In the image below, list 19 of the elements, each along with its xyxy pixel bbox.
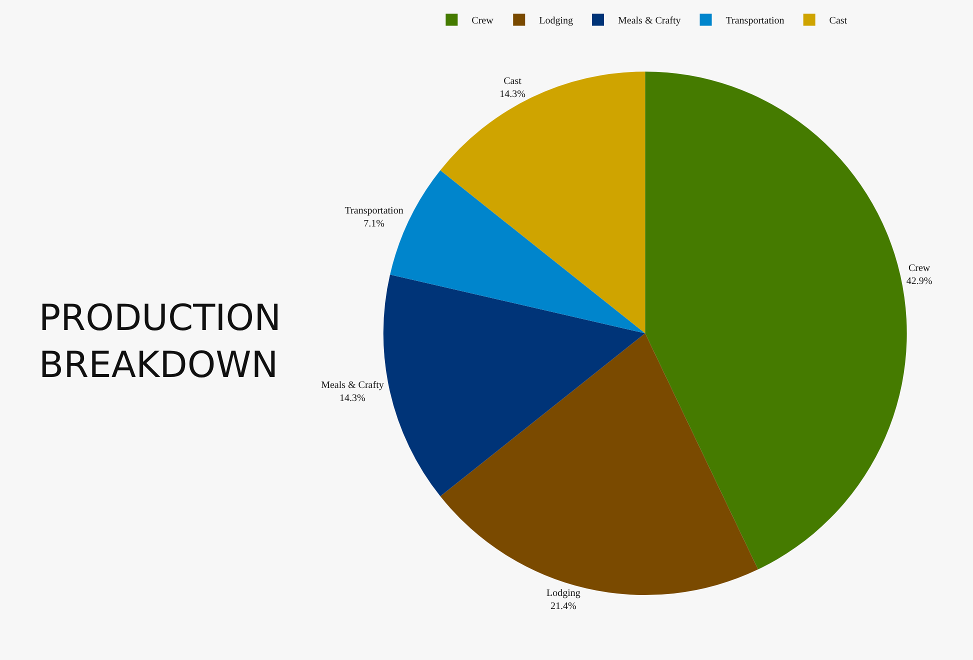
pie-slice [440,72,646,334]
slice-label: Transportation [344,205,404,216]
slice-label: Meals & Crafty [321,380,384,391]
data-label: 42.9% [906,276,932,287]
slice-label: Lodging [546,588,580,599]
pie-slice [645,72,907,570]
slice-label: Cast [504,76,522,87]
legend-label: Crew [472,16,494,27]
text: PRODUCTION BREAKDOWN [38,298,282,386]
legend-label: Lodging [539,16,574,27]
slice-label: Crew [908,262,931,274]
legend-label: Cast [829,16,848,27]
data-label: 7.1% [364,218,384,230]
data-label: 14.3% [340,392,366,404]
data-label: 14.3% [500,88,526,100]
legend-label: Meals & Crafty [618,16,681,27]
data-label: 21.4% [550,600,576,612]
pie-slice [383,274,646,496]
legend-label: Transportation [726,16,784,27]
